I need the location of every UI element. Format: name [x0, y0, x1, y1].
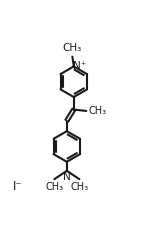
Text: CH₃: CH₃	[70, 182, 88, 192]
Text: N: N	[63, 171, 71, 182]
Text: CH₃: CH₃	[45, 182, 63, 192]
Text: CH₃: CH₃	[88, 106, 106, 116]
Text: CH₃: CH₃	[63, 43, 82, 53]
Text: N⁺: N⁺	[73, 61, 86, 71]
Text: I⁻: I⁻	[13, 180, 23, 193]
